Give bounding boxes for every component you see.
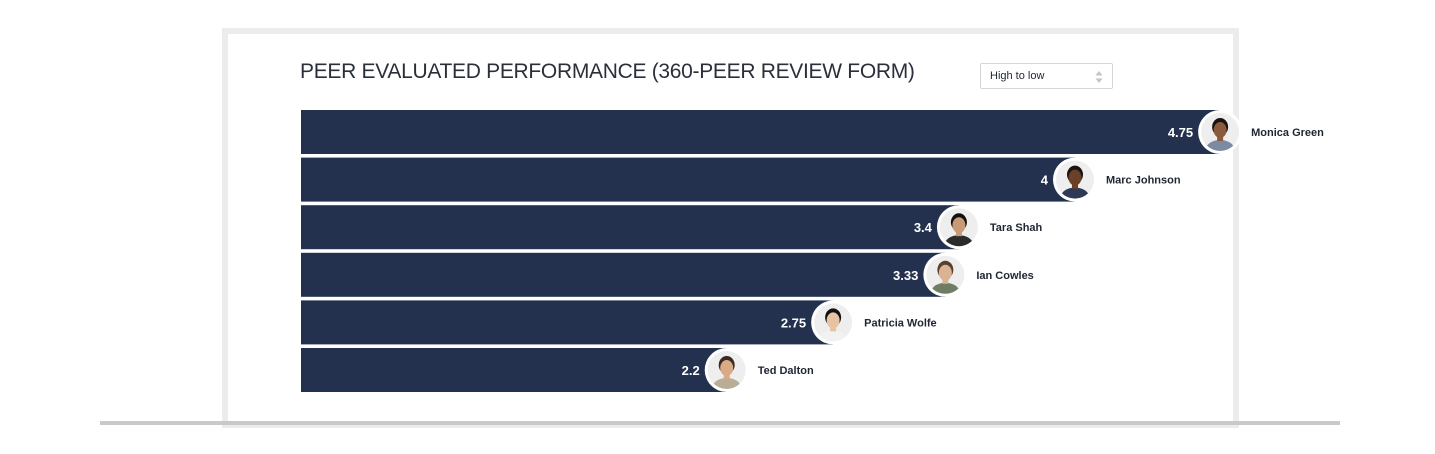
avatar-photo xyxy=(1201,113,1240,151)
bar-value-label: 3.4 xyxy=(914,220,933,235)
sort-order-value: High to low xyxy=(990,70,1045,82)
avatar-face xyxy=(720,360,734,376)
avatar-photo xyxy=(1056,160,1094,199)
avatar-shirt xyxy=(944,235,973,247)
avatar-icon xyxy=(936,205,981,250)
bar-value-label: 4.75 xyxy=(1168,125,1193,140)
bar-row: 4.75 Monica Green xyxy=(301,110,1324,154)
avatar-face xyxy=(826,312,840,329)
bar-row: 3.33 Ian Cowles xyxy=(301,252,1034,297)
sort-arrows-icon xyxy=(1095,71,1103,83)
bar-category-label: Tara Shah xyxy=(990,222,1043,234)
avatar-face xyxy=(1213,122,1227,138)
bar-value-label: 2.2 xyxy=(682,363,700,378)
bar-value-label: 4 xyxy=(1041,173,1049,188)
bar-category-label: Ted Dalton xyxy=(758,365,814,377)
avatar-face xyxy=(952,217,966,234)
bar xyxy=(301,348,727,392)
bar-row: 3.4 Tara Shah xyxy=(301,205,1043,250)
avatar-icon xyxy=(1198,110,1243,154)
bar xyxy=(301,252,946,297)
bar xyxy=(301,300,834,345)
avatar-face xyxy=(938,264,952,281)
avatar-face xyxy=(1068,169,1082,186)
avatar-shirt xyxy=(712,378,741,389)
bar xyxy=(301,205,959,250)
avatar-shirt xyxy=(1206,140,1235,151)
bar-category-label: Monica Green xyxy=(1251,127,1324,139)
avatar-icon xyxy=(923,252,968,297)
avatar-icon xyxy=(1053,157,1097,202)
bar-category-label: Patricia Wolfe xyxy=(864,317,937,329)
bar-row: 4 Marc Johnson xyxy=(301,157,1181,202)
avatar-photo xyxy=(814,303,853,342)
chart-title: PEER EVALUATED PERFORMANCE (360-PEER REV… xyxy=(300,60,915,83)
bar-value-label: 2.75 xyxy=(781,315,806,330)
bar-row: 2.2 Ted Dalton xyxy=(301,348,814,392)
avatar-icon xyxy=(704,348,749,392)
sort-order-select[interactable]: High to low xyxy=(980,63,1113,89)
base-divider xyxy=(100,421,1340,425)
avatar-shirt xyxy=(1061,187,1089,199)
avatar-photo xyxy=(939,208,978,247)
avatar-icon xyxy=(811,300,856,345)
bar xyxy=(301,110,1221,154)
avatar-shirt xyxy=(819,330,848,342)
avatar-photo xyxy=(926,255,965,294)
bar-row: 2.75 Patricia Wolfe xyxy=(301,300,937,345)
avatar-shirt xyxy=(931,282,960,294)
bar-category-label: Ian Cowles xyxy=(976,270,1033,282)
bar xyxy=(301,157,1075,202)
bar-category-label: Marc Johnson xyxy=(1106,175,1181,187)
avatar-photo xyxy=(707,351,746,389)
bar-value-label: 3.33 xyxy=(893,268,918,283)
